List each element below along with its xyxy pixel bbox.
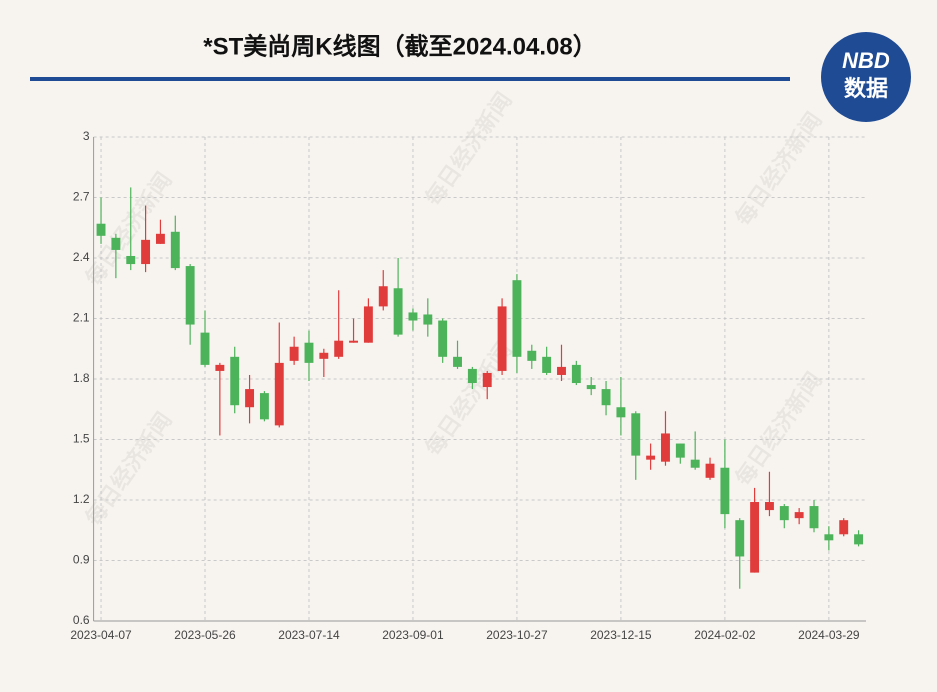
candle-body xyxy=(497,306,507,371)
y-tick-label: 1.8 xyxy=(73,371,90,385)
y-tick-label: 2.7 xyxy=(73,190,90,204)
candle-body xyxy=(809,506,819,529)
candle-body xyxy=(646,455,656,460)
logo xyxy=(821,32,911,122)
candle-body xyxy=(319,352,329,359)
candle-body xyxy=(705,463,715,478)
x-tick-label: 2023-10-27 xyxy=(486,628,548,642)
candle-body xyxy=(393,288,403,335)
x-tick-label: 2023-04-07 xyxy=(70,628,132,642)
x-tick-label: 2023-07-14 xyxy=(278,628,340,642)
candle-body xyxy=(779,506,789,521)
candle-body xyxy=(170,231,180,269)
candle-body xyxy=(304,342,314,363)
x-tick-label: 2023-09-01 xyxy=(382,628,444,642)
candle-body xyxy=(200,332,210,365)
candle-body xyxy=(527,350,537,361)
candle-body xyxy=(675,443,685,458)
candle-body xyxy=(557,366,566,375)
candle-body xyxy=(408,312,418,321)
x-tick-label: 2023-05-26 xyxy=(174,628,236,642)
y-tick-label: 2.1 xyxy=(73,311,90,325)
candle-body xyxy=(661,433,670,462)
candle-body xyxy=(616,407,626,418)
y-tick-label: 0.6 xyxy=(73,613,90,627)
candle-body xyxy=(245,389,255,408)
y-tick-label: 3 xyxy=(83,129,90,143)
candle-body xyxy=(111,237,121,250)
candle-body xyxy=(854,534,864,545)
candle-body xyxy=(378,286,388,307)
y-tick-label: 2.4 xyxy=(73,250,90,264)
candle-body xyxy=(839,520,849,535)
candle-body xyxy=(467,368,477,384)
candle-body xyxy=(794,512,804,519)
candle-body xyxy=(482,372,492,388)
plot: 0.6 0.9 1.2 1.5 1.8 2.1 2.4 2.7 3 2023-04-07 2023-… xyxy=(70,129,866,642)
candle-body xyxy=(453,356,462,367)
x-tick-label: 2024-03-29 xyxy=(798,628,860,642)
candle-body xyxy=(764,502,774,511)
x-tick-label: 2023-12-15 xyxy=(590,628,652,642)
candle-body xyxy=(690,459,700,468)
candle-body xyxy=(274,362,284,426)
candle-body xyxy=(735,520,745,557)
x-tick-label: 2024-02-02 xyxy=(694,628,756,642)
candle-body xyxy=(215,364,225,371)
y-tick-label: 0.9 xyxy=(73,553,90,567)
chart-title: *ST美尚周K线图（截至2024.04.08） xyxy=(203,32,596,60)
candle-body xyxy=(96,223,106,236)
y-tick-label: 1.2 xyxy=(73,492,90,506)
candle-body xyxy=(542,356,552,373)
candle-body xyxy=(571,364,581,384)
y-tick-label: 1.5 xyxy=(73,432,90,446)
candle-body xyxy=(512,280,522,357)
logo-bottom: 数据 xyxy=(844,76,888,101)
candle-body xyxy=(586,385,596,390)
candle-body xyxy=(363,306,373,343)
candle-body xyxy=(601,389,611,406)
candle-body xyxy=(720,467,730,515)
candle-body xyxy=(631,413,641,456)
candle-body xyxy=(750,502,760,573)
candle-body xyxy=(334,340,344,357)
candle-body xyxy=(141,239,151,265)
candle-body xyxy=(155,233,165,244)
candle-body xyxy=(126,255,136,265)
candle-body xyxy=(230,356,240,406)
logo-top: NBD xyxy=(842,48,890,73)
candle-body xyxy=(423,314,433,325)
candle-body xyxy=(824,534,834,541)
candle-body xyxy=(185,266,195,325)
candle-body xyxy=(259,393,269,420)
candle-body xyxy=(349,340,358,343)
title-rule xyxy=(30,77,790,81)
candle-body xyxy=(438,320,448,357)
candle-body xyxy=(289,346,299,361)
